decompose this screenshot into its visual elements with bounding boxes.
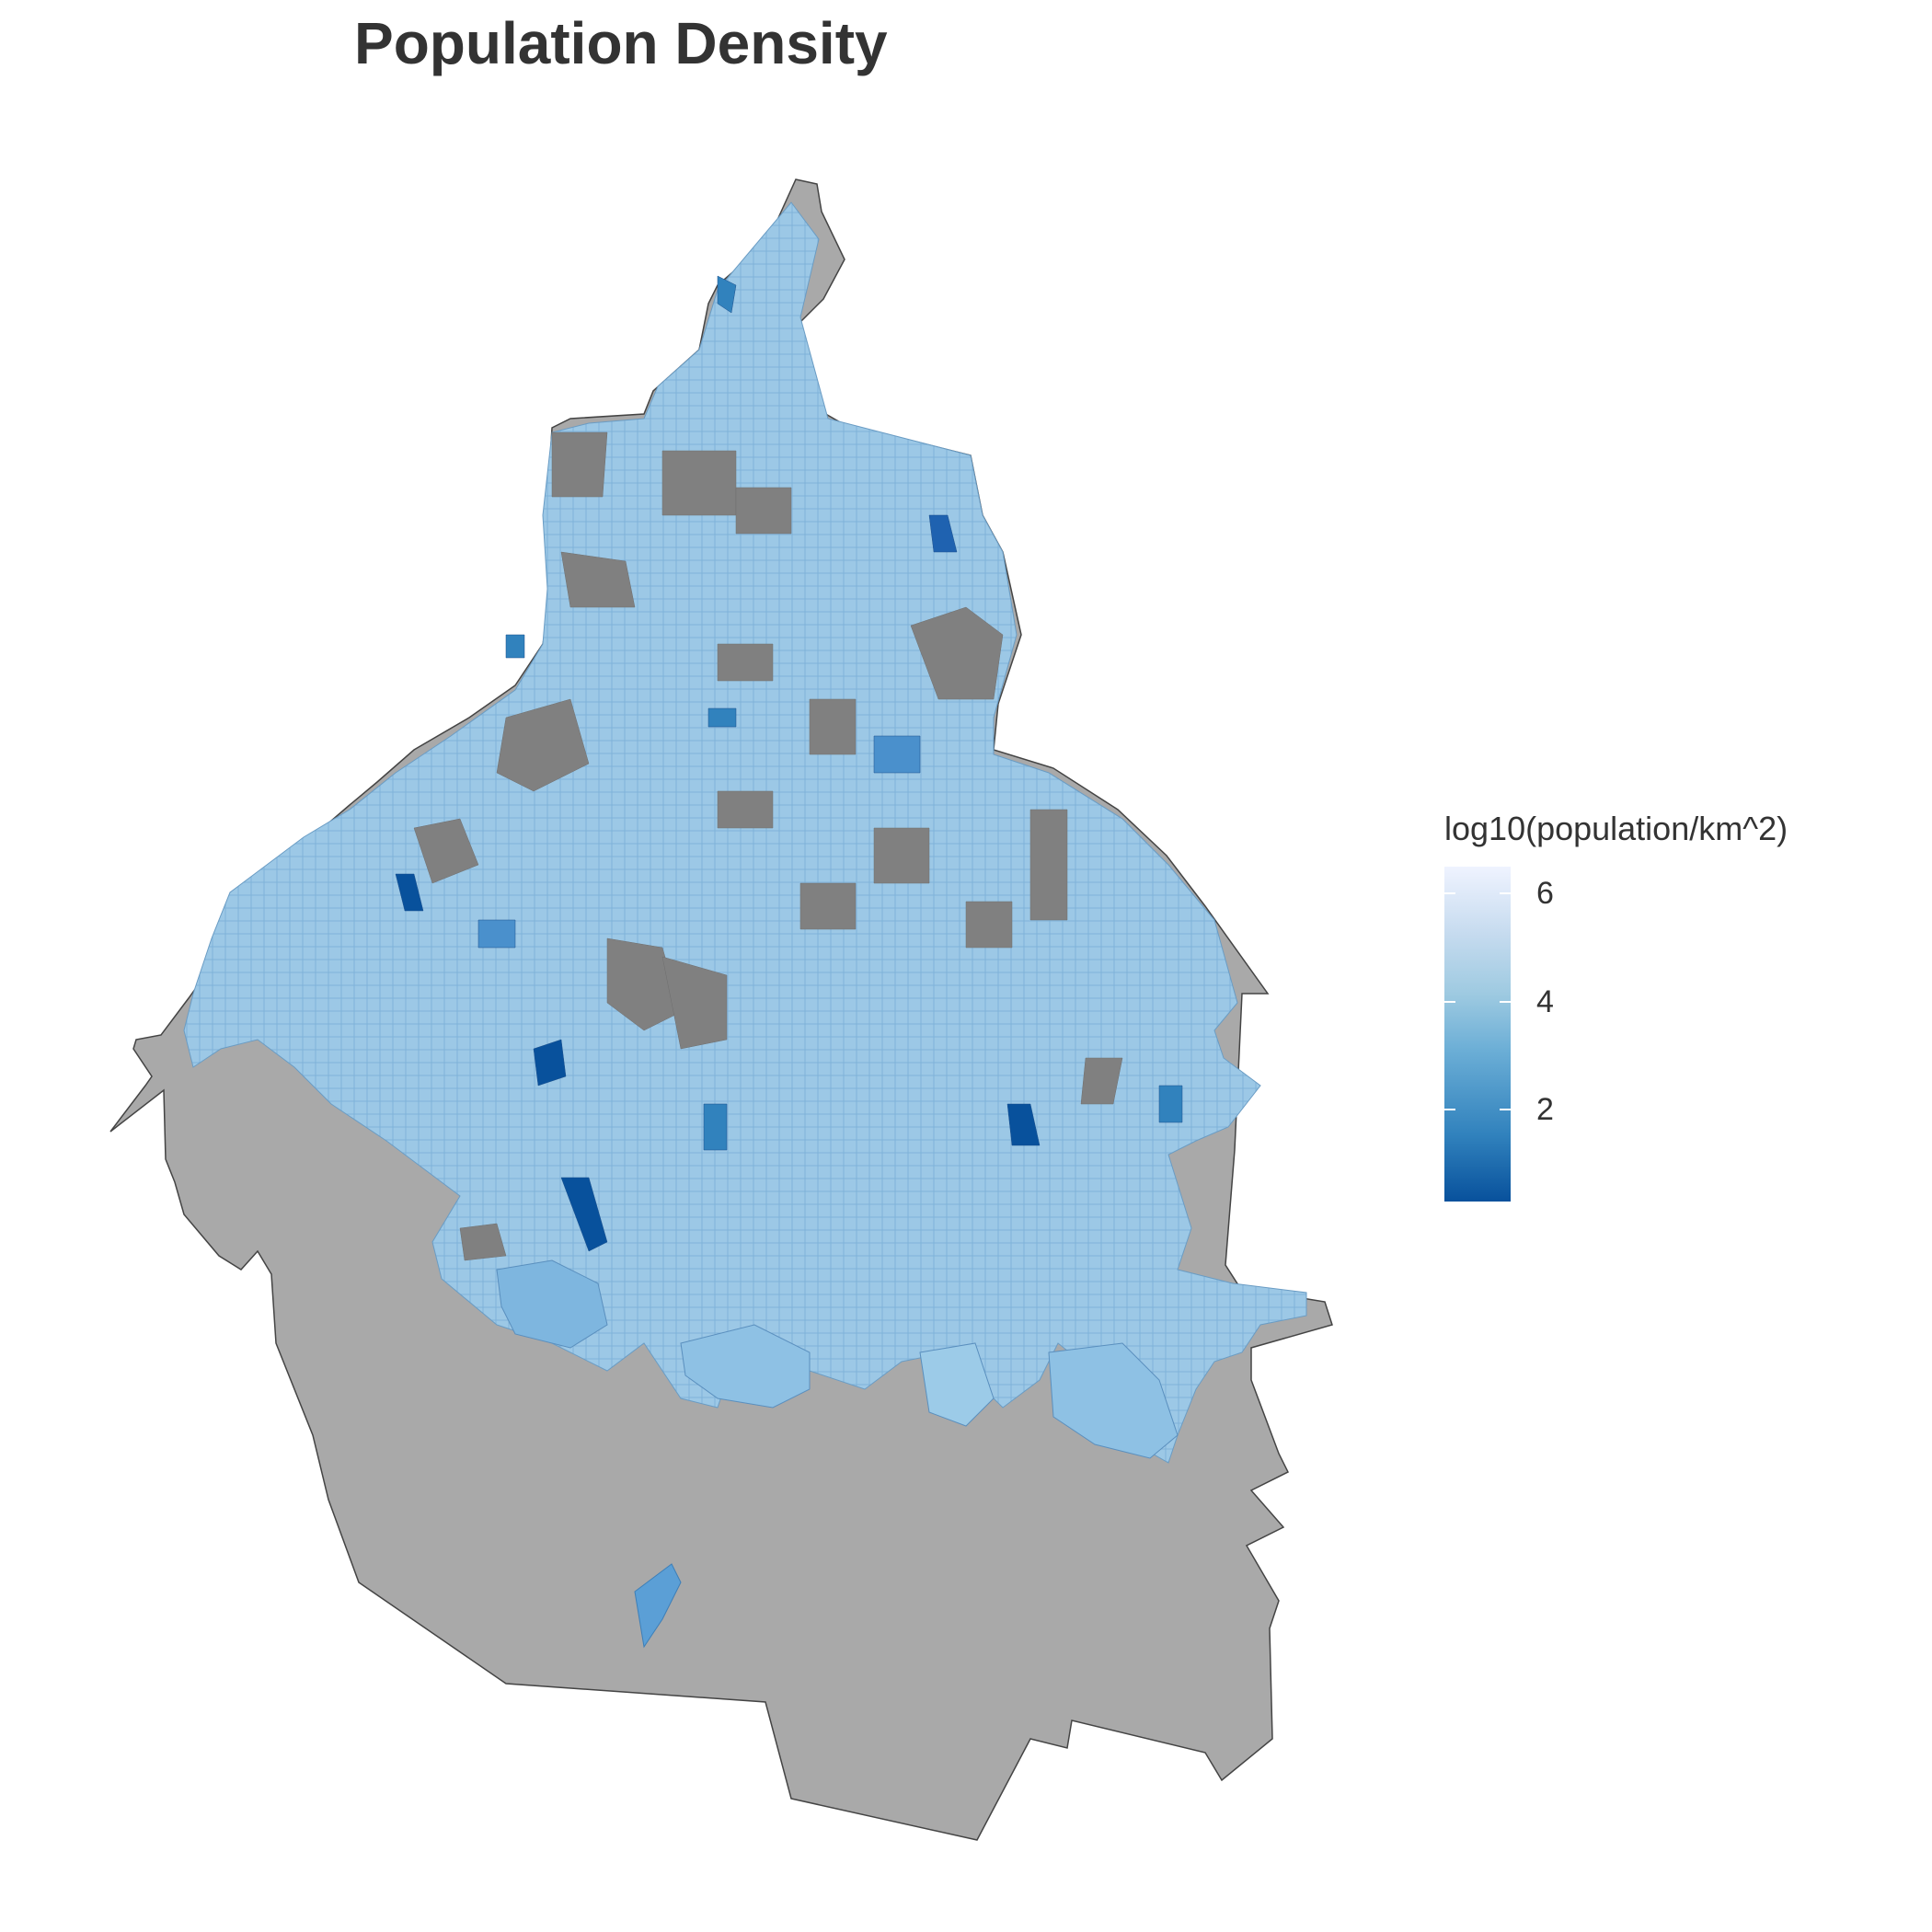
legend-tick-mark [1500,892,1511,895]
legend-tick-mark [1444,892,1455,895]
legend-tick-mark [1500,1000,1511,1003]
legend-title: log10(population/km^2) [1444,810,1788,847]
low-density-patches [395,275,1183,1252]
urban-area-south-5 [634,1563,682,1649]
legend-colorbar [1444,867,1511,1202]
urban-area-south-2 [680,1324,811,1409]
no-data-patches [413,431,1123,1261]
urban-area-south-1 [496,1259,608,1349]
map-title: Population Density [354,10,888,76]
legend-tick-label: 2 [1536,1092,1554,1128]
legend-tick-mark [1444,1000,1455,1003]
legend-tick-mark [1444,1109,1455,1111]
legend-tick-mark [1500,1109,1511,1111]
urban-area-south-4 [919,1342,995,1427]
urban-area-south-3 [1048,1342,1179,1459]
legend-tick-label: 6 [1536,876,1554,912]
legend-tick-label: 4 [1536,983,1554,1019]
